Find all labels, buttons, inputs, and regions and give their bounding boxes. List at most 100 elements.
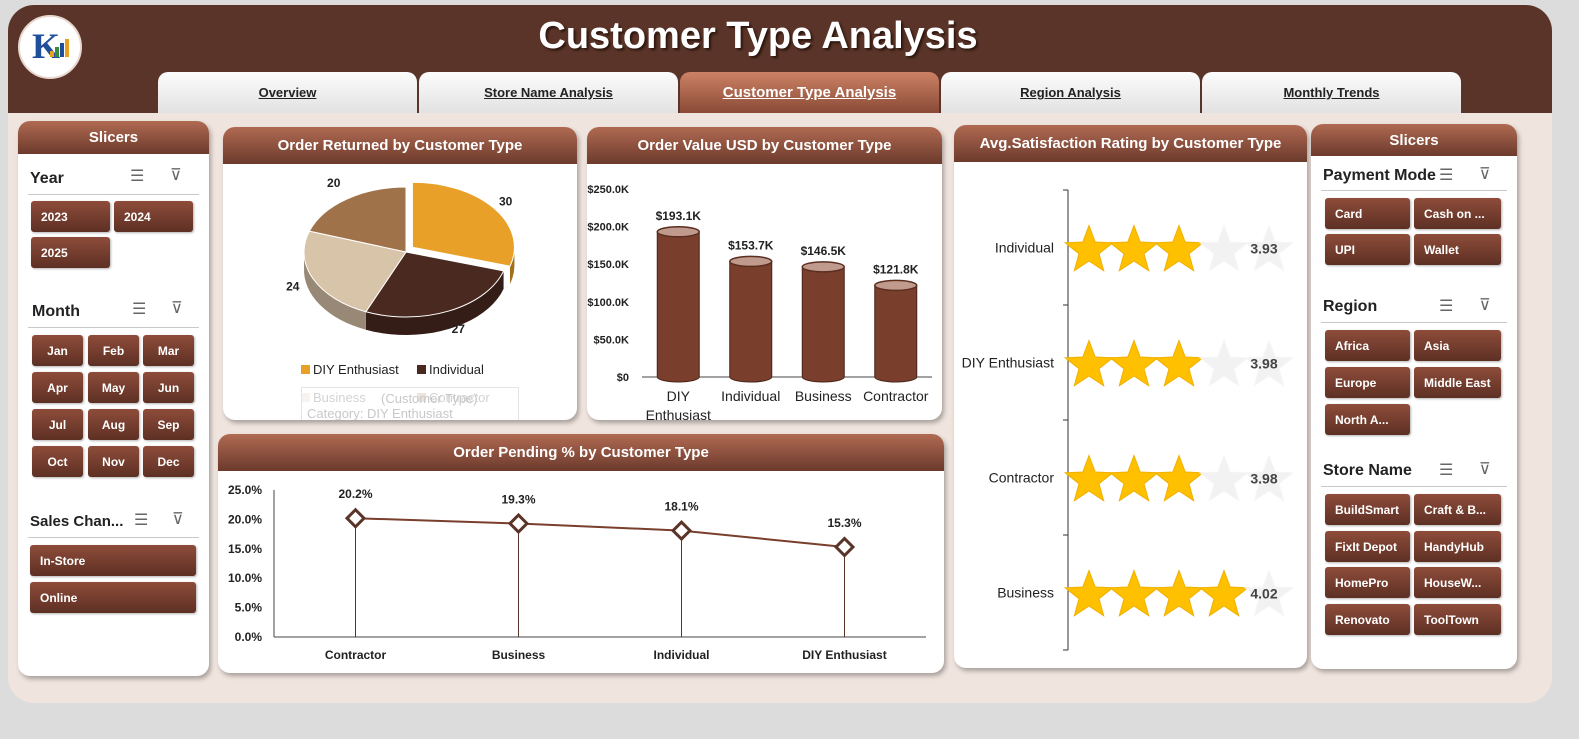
slicer-region-africa[interactable]: Africa — [1325, 330, 1410, 361]
y-tick-label: 20.0% — [228, 512, 262, 526]
y-tick-label: $50.0K — [594, 334, 630, 346]
bar-column-top — [801, 261, 845, 273]
slicer-region-north-america[interactable]: North A... — [1325, 404, 1410, 435]
y-tick-label: 25.0% — [228, 483, 262, 497]
star-icon-filled — [1063, 454, 1115, 502]
slicer-month-jul[interactable]: Jul — [32, 409, 83, 440]
star-icon-filled — [1063, 339, 1115, 387]
tab-monthly-trends[interactable]: Monthly Trends — [1202, 72, 1461, 113]
pie-data-label: 27 — [452, 322, 466, 336]
slicer-payment-upi[interactable]: UPI — [1325, 234, 1410, 265]
y-category-label: Business — [997, 585, 1054, 601]
checklist-icon[interactable]: ☰ — [1439, 462, 1454, 479]
slicer-month-apr[interactable]: Apr — [32, 372, 83, 403]
star-icon-filled — [1153, 569, 1205, 617]
slicer-store-buildsmart[interactable]: BuildSmart — [1325, 494, 1410, 525]
star-icon-filled — [1198, 569, 1250, 617]
y-tick-label: $200.0K — [587, 222, 629, 234]
clear-filter-icon[interactable]: ⊽ — [1479, 461, 1491, 478]
slicer-store-homepro[interactable]: HomePro — [1325, 567, 1410, 598]
chart-tooltip: (Customer Type) Category: DIY Enthusiast — [301, 387, 519, 420]
slicer-channel-in-store[interactable]: In-Store — [30, 545, 196, 576]
slicer-region-middle-east[interactable]: Middle East — [1414, 367, 1501, 398]
slicer-payment-card[interactable]: Card — [1325, 198, 1410, 229]
slicer-month-dec[interactable]: Dec — [143, 446, 194, 477]
slicer-month-jun[interactable]: Jun — [143, 372, 194, 403]
slicer-month-oct[interactable]: Oct — [32, 446, 83, 477]
satisfaction-chart-panel: Avg.Satisfaction Rating by Customer Type… — [954, 125, 1307, 668]
slicer-channel-online[interactable]: Online — [30, 582, 196, 613]
bar-data-label: $121.8K — [873, 262, 919, 276]
slicer-store-renovato[interactable]: Renovato — [1325, 604, 1410, 635]
slicer-year-2024[interactable]: 2024 — [114, 201, 193, 232]
satisfaction-star-chart: Individual 3.93 DIY Enthusiast 3.98 Contract… — [962, 189, 1295, 651]
y-tick-label: $250.0K — [587, 184, 629, 196]
month-slicer-label: Month — [32, 303, 80, 320]
slicer-payment-wallet[interactable]: Wallet — [1414, 234, 1501, 265]
slicer-year-2023[interactable]: 2023 — [31, 201, 110, 232]
checklist-icon[interactable]: ☰ — [130, 168, 145, 185]
pie-data-label: 24 — [286, 280, 300, 294]
x-tick-label: Individual — [653, 648, 709, 662]
pie-data-label: 20 — [327, 176, 341, 190]
checklist-icon[interactable]: ☰ — [1439, 167, 1454, 184]
slicer-region-europe[interactable]: Europe — [1325, 367, 1410, 398]
slicer-store-craft[interactable]: Craft & B... — [1414, 494, 1501, 525]
line-data-label: 15.3% — [827, 516, 861, 530]
slicer-month-mar[interactable]: Mar — [143, 335, 194, 366]
slicer-store-handyhub[interactable]: HandyHub — [1414, 531, 1501, 562]
pie-slice — [411, 181, 515, 267]
star-icon-filled — [1153, 339, 1205, 387]
payment-mode-slicer-label: Payment Mode — [1323, 167, 1436, 184]
rating-data-label: 3.98 — [1250, 471, 1277, 487]
clear-filter-icon[interactable]: ⊽ — [171, 300, 183, 317]
line-data-label: 18.1% — [664, 500, 698, 514]
order-value-chart-panel: Order Value USD by Customer Type $0 $50.0… — [587, 127, 942, 420]
legend-label: DIY Enthusiast — [313, 362, 399, 377]
clear-filter-icon[interactable]: ⊽ — [172, 511, 184, 528]
star-icon-filled — [1153, 454, 1205, 502]
slicer-store-tooltown[interactable]: ToolTown — [1414, 604, 1501, 635]
slicer-month-jan[interactable]: Jan — [32, 335, 83, 366]
slicer-store-housew[interactable]: HouseW... — [1414, 567, 1501, 598]
pie-slice — [303, 230, 407, 313]
star-icon-filled — [1108, 224, 1160, 272]
tab-region-analysis[interactable]: Region Analysis — [941, 72, 1200, 113]
clear-filter-icon[interactable]: ⊽ — [1479, 166, 1491, 183]
slicer-store-fixit-depot[interactable]: FixIt Depot — [1325, 531, 1410, 562]
slicer-month-feb[interactable]: Feb — [88, 335, 139, 366]
slicer-month-sep[interactable]: Sep — [143, 409, 194, 440]
slicer-month-may[interactable]: May — [88, 372, 139, 403]
slicer-region-asia[interactable]: Asia — [1414, 330, 1501, 361]
star-icon-empty — [1243, 339, 1295, 387]
legend-swatch — [301, 365, 310, 374]
tab-store-name-analysis[interactable]: Store Name Analysis — [419, 72, 678, 113]
checklist-icon[interactable]: ☰ — [134, 512, 149, 529]
slicer-month-nov[interactable]: Nov — [88, 446, 139, 477]
bar-data-label: $146.5K — [801, 244, 847, 258]
tab-overview[interactable]: Overview — [158, 72, 417, 113]
legend-swatch — [417, 365, 426, 374]
slicer-payment-cash-on[interactable]: Cash on ... — [1414, 198, 1501, 229]
star-icon-filled — [1108, 569, 1160, 617]
line-marker — [507, 512, 530, 535]
order-returned-chart-title: Order Returned by Customer Type — [223, 127, 577, 164]
star-icon-empty — [1243, 454, 1295, 502]
star-icon-filled — [1063, 569, 1115, 617]
x-tick-label: Enthusiast — [646, 407, 711, 420]
checklist-icon[interactable]: ☰ — [132, 301, 147, 318]
bar-data-label: $193.1K — [656, 209, 702, 223]
checklist-icon[interactable]: ☰ — [1439, 298, 1454, 315]
x-tick-label: DIY Enthusiast — [802, 648, 886, 662]
clear-filter-icon[interactable]: ⊽ — [1479, 297, 1491, 314]
clear-filter-icon[interactable]: ⊽ — [170, 167, 182, 184]
rating-data-label: 4.02 — [1250, 586, 1277, 602]
bar-column — [729, 260, 773, 383]
slicer-year-2025[interactable]: 2025 — [31, 237, 110, 268]
tab-customer-type-analysis[interactable]: Customer Type Analysis — [680, 72, 939, 113]
page-title: Customer Type Analysis — [538, 15, 978, 57]
pie-slice-side — [304, 250, 366, 330]
x-tick-label: Contractor — [325, 648, 387, 662]
slicer-month-aug[interactable]: Aug — [88, 409, 139, 440]
